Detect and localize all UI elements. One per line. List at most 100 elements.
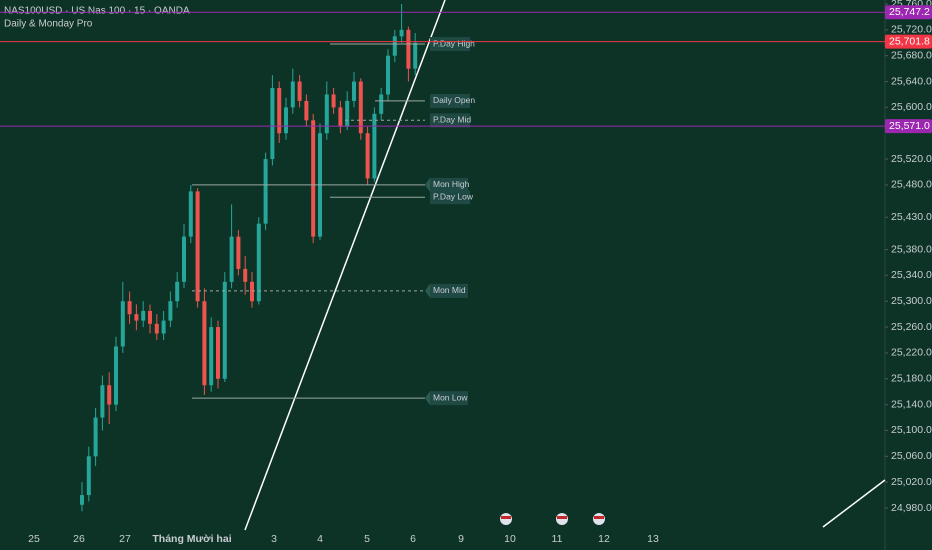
time-label: 12	[598, 533, 610, 545]
candle-body	[290, 81, 295, 108]
candle-body	[175, 281, 180, 302]
candle-body	[386, 55, 390, 95]
candle-body	[216, 327, 220, 379]
candle-body	[406, 29, 411, 69]
candle-body	[331, 94, 336, 108]
candle-body	[256, 223, 261, 302]
candle-body	[358, 81, 363, 134]
candle-body	[263, 159, 268, 224]
candle-body	[413, 42, 418, 69]
event-icons[interactable]	[500, 513, 605, 525]
candle-body	[365, 133, 370, 179]
price-label: 25,520.0	[891, 153, 932, 165]
candle-body	[372, 113, 377, 179]
price-label: 25,600.0	[891, 101, 932, 113]
candle-body	[80, 495, 84, 505]
time-label: 27	[119, 533, 131, 545]
candle-body	[352, 81, 356, 101]
time-label: 25	[28, 533, 40, 545]
price-label: 25,140.0	[891, 398, 932, 410]
candle-body	[338, 107, 343, 127]
price-label: 25,220.0	[891, 347, 932, 359]
level-label-box	[430, 177, 468, 192]
level-label-box	[430, 190, 470, 205]
level-label: Daily Open	[433, 95, 475, 105]
candle-body	[209, 327, 214, 386]
symbol-title: NAS100USD · US Nas 100 · 15 · OANDA	[4, 6, 190, 17]
candle-body	[379, 94, 384, 114]
candle-body	[182, 236, 186, 282]
candle-body	[399, 29, 404, 37]
candle-body	[243, 268, 248, 282]
price-tag	[885, 119, 932, 134]
candle-body	[141, 310, 146, 321]
candle-body	[134, 314, 139, 321]
time-label: 10	[504, 533, 516, 545]
candle-body	[168, 301, 173, 321]
candle-body	[236, 236, 241, 269]
price-label: 25,340.0	[891, 269, 932, 281]
candle-body	[284, 107, 288, 134]
level-label: Mon Low	[433, 392, 468, 402]
candle-body	[229, 236, 234, 282]
price-tag-label: 25,701.8	[889, 35, 930, 47]
candle-body	[107, 385, 112, 405]
candle-body	[277, 88, 282, 134]
price-label: 25,100.0	[891, 424, 932, 436]
candle-body	[392, 36, 397, 56]
price-label: 25,060.0	[891, 450, 932, 462]
level-label-box	[430, 93, 470, 108]
price-label: 25,480.0	[891, 179, 932, 191]
price-label: 25,020.0	[891, 476, 932, 488]
candle-body	[250, 281, 254, 302]
candle-body	[188, 191, 193, 237]
price-tag-label: 25,747.2	[889, 6, 930, 18]
indicator-name: Daily & Monday Pro	[4, 19, 93, 30]
event-icon-flag	[501, 516, 511, 519]
price-label: 25,760.0	[891, 0, 932, 10]
level-label-box	[430, 37, 470, 52]
candle-body	[270, 88, 275, 160]
candle-body	[297, 81, 302, 101]
price-label: 25,380.0	[891, 243, 932, 255]
price-tag	[885, 5, 932, 20]
candle-body	[161, 320, 166, 334]
level-label: Mon Mid	[433, 285, 466, 295]
level-label: P.Day Low	[433, 191, 474, 201]
candle-body	[148, 310, 152, 324]
price-label: 25,640.0	[891, 75, 932, 87]
time-label: 11	[552, 533, 563, 545]
price-tag-label: 25,571.0	[889, 120, 930, 132]
label-arrow	[425, 391, 430, 406]
price-tag	[885, 34, 932, 49]
level-label-box	[430, 113, 470, 128]
event-icon-flag	[557, 516, 567, 519]
label-arrow	[425, 177, 430, 192]
candle-body	[93, 417, 98, 457]
price-label: 24,980.0	[891, 502, 932, 514]
price-label: 25,260.0	[891, 321, 932, 333]
event-icon-flag	[594, 516, 604, 519]
candle-body	[120, 301, 125, 347]
level-label: P.Day High	[433, 38, 475, 48]
time-label: 6	[410, 533, 416, 545]
trend-line	[244, 0, 446, 531]
candle-body	[154, 323, 159, 334]
candle-body	[114, 346, 118, 405]
candle-body	[86, 456, 91, 496]
time-label: 3	[271, 533, 277, 545]
price-label: 25,300.0	[891, 295, 932, 307]
level-label-box	[430, 283, 468, 298]
candle-body	[311, 120, 316, 237]
label-arrow	[425, 283, 430, 298]
time-label: 9	[458, 533, 464, 545]
time-label: 26	[73, 533, 85, 545]
level-label-box	[430, 391, 468, 406]
candle-body	[324, 94, 329, 134]
time-label: 4	[317, 533, 323, 545]
time-label: Tháng Mười hai	[152, 533, 231, 545]
price-label: 25,720.0	[891, 24, 932, 36]
candle-body	[202, 301, 207, 386]
